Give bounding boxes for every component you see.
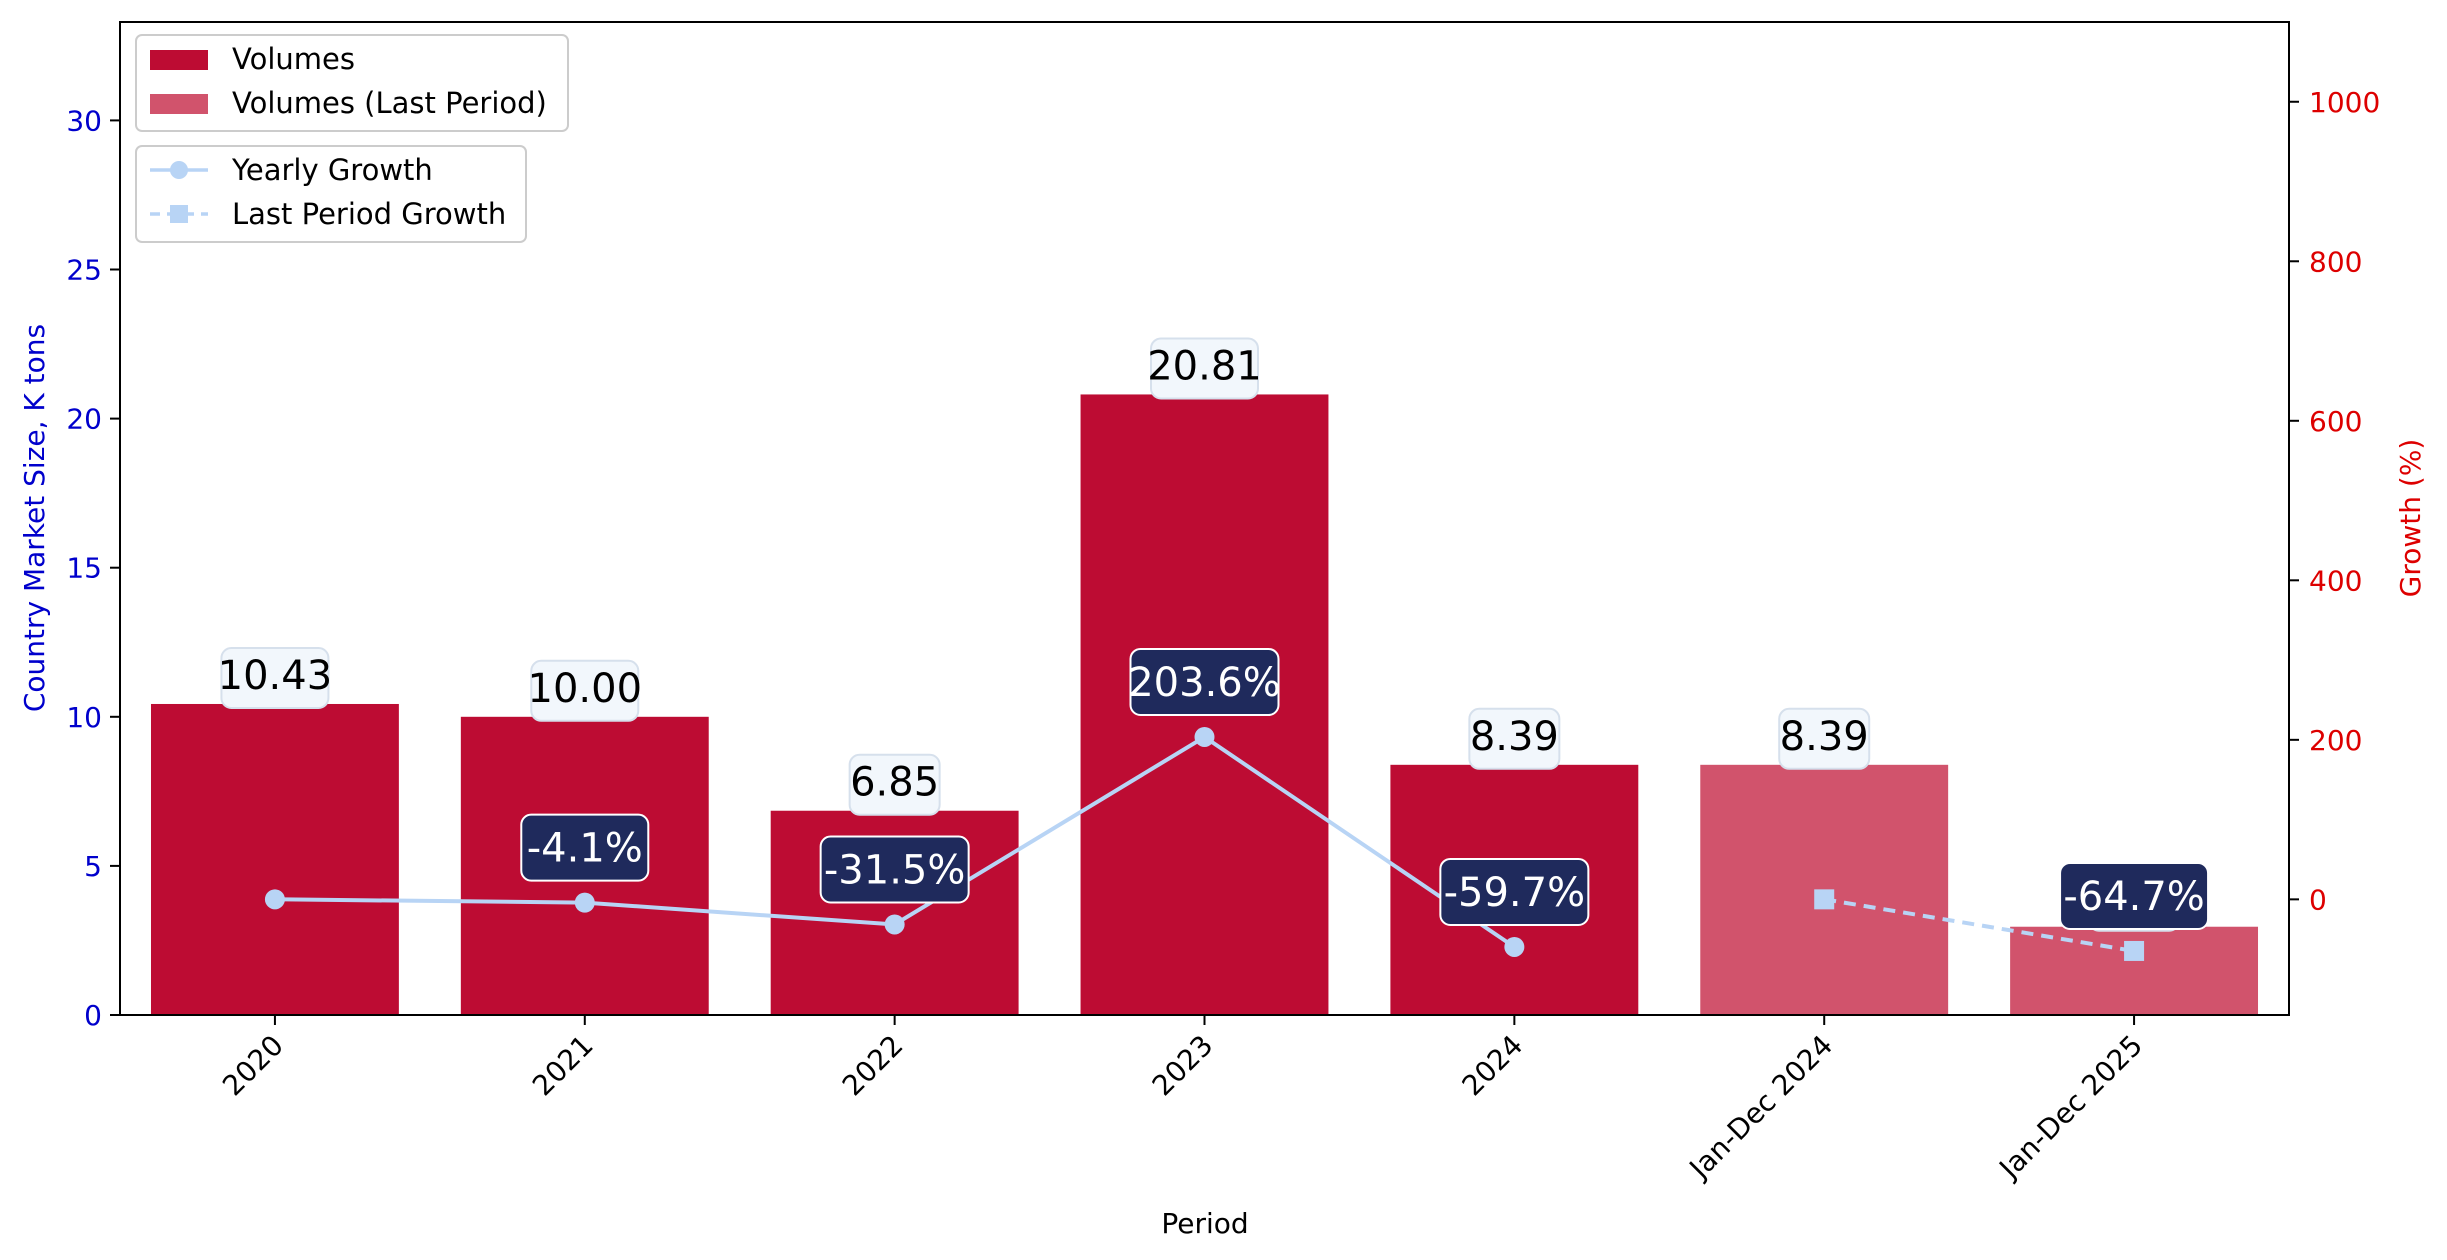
growth-label: -31.5%	[824, 847, 966, 893]
growth-label: -64.7%	[2063, 874, 2205, 920]
y-tick-label: 5	[84, 850, 102, 883]
marker-jan-dec-2024	[1814, 889, 1835, 910]
growth-label-box	[2059, 861, 2210, 930]
y-axis-title: Country Market Size, K tons	[18, 324, 51, 712]
y2-tick-label: 600	[2309, 405, 2362, 438]
marker-jan-dec-2025	[2124, 940, 2145, 961]
y2-tick-label: 200	[2309, 724, 2362, 757]
value-label-box	[848, 753, 941, 816]
growth-label: -4.1%	[527, 826, 643, 872]
legend-marker-last-period-growth	[170, 205, 188, 223]
y2-tick-label: 400	[2309, 564, 2362, 597]
marker-2023	[1194, 726, 1215, 747]
y2-tick-label: 0	[2309, 883, 2327, 916]
marker-2020	[264, 889, 285, 910]
y-tick-label: 25	[66, 254, 102, 287]
marker-2021	[574, 892, 595, 913]
growth-lines-layer	[264, 726, 2145, 961]
y2-tick-label: 1000	[2309, 86, 2380, 119]
y-tick-label: 0	[84, 999, 102, 1032]
value-label: 8.39	[1470, 714, 1559, 760]
x-axis-title: Period	[1161, 1207, 1248, 1240]
y-tick-label: 15	[66, 552, 102, 585]
legend-label-volumes: Volumes	[232, 42, 355, 76]
growth-label: 203.6%	[1128, 660, 1281, 706]
value-label: 8.39	[1780, 714, 1869, 760]
value-label: 10.00	[528, 666, 643, 712]
y2-tick-label: 800	[2309, 245, 2362, 278]
legend-marker-yearly-growth	[170, 161, 188, 179]
value-label-box	[220, 646, 330, 709]
data-labels-layer: 10.4310.006.8520.818.398.392.96-4.1%-31.…	[218, 337, 2210, 932]
legend-frame	[135, 145, 527, 243]
y-tick-label: 30	[66, 104, 102, 137]
growth-label-box	[819, 835, 970, 904]
value-label: 6.85	[850, 760, 939, 806]
marker-2022	[884, 914, 905, 935]
value-label-box	[1468, 707, 1561, 770]
x-tick-label: Jan-Dec 2025	[1992, 1029, 2149, 1186]
value-label-box	[1150, 337, 1259, 400]
growth-label-box	[1439, 857, 1590, 926]
line-last-period-growth	[1823, 897, 2135, 953]
marker-2024	[1504, 936, 1525, 957]
value-label-box	[530, 659, 640, 722]
legend-growth: Yearly Growth Last Period Growth	[135, 145, 527, 243]
bar-jan-dec-2025	[2010, 926, 2259, 1015]
legend-label-volumes-last-period: Volumes (Last Period)	[232, 86, 547, 120]
growth-label-box	[1129, 647, 1280, 716]
x-tick-label: 2021	[526, 1029, 600, 1103]
legend-swatch-volumes-last-period	[150, 94, 208, 114]
value-label: 20.81	[1147, 343, 1262, 389]
growth-label: -59.7%	[1444, 870, 1586, 916]
value-label-box	[1778, 707, 1871, 770]
legend-frame	[135, 34, 569, 132]
x-tick-label: 2024	[1456, 1029, 1530, 1103]
x-tick-label: Jan-Dec 2024	[1682, 1029, 1839, 1186]
y2-axis-title: Growth (%)	[2394, 439, 2427, 598]
y-tick-label: 20	[66, 403, 102, 436]
value-label: 10.43	[218, 653, 333, 699]
legend-label-last-period-growth: Last Period Growth	[232, 197, 506, 231]
legend-volumes: Volumes Volumes (Last Period)	[135, 34, 569, 132]
growth-label-box	[520, 813, 650, 882]
bar-2020	[150, 703, 399, 1015]
y-tick-label: 10	[66, 701, 102, 734]
x-tick-label: 2020	[216, 1029, 290, 1103]
x-tick-label: 2022	[836, 1029, 910, 1103]
legend-label-yearly-growth: Yearly Growth	[231, 153, 433, 187]
legend-swatch-volumes	[150, 50, 208, 70]
x-tick-label: 2023	[1146, 1029, 1220, 1103]
